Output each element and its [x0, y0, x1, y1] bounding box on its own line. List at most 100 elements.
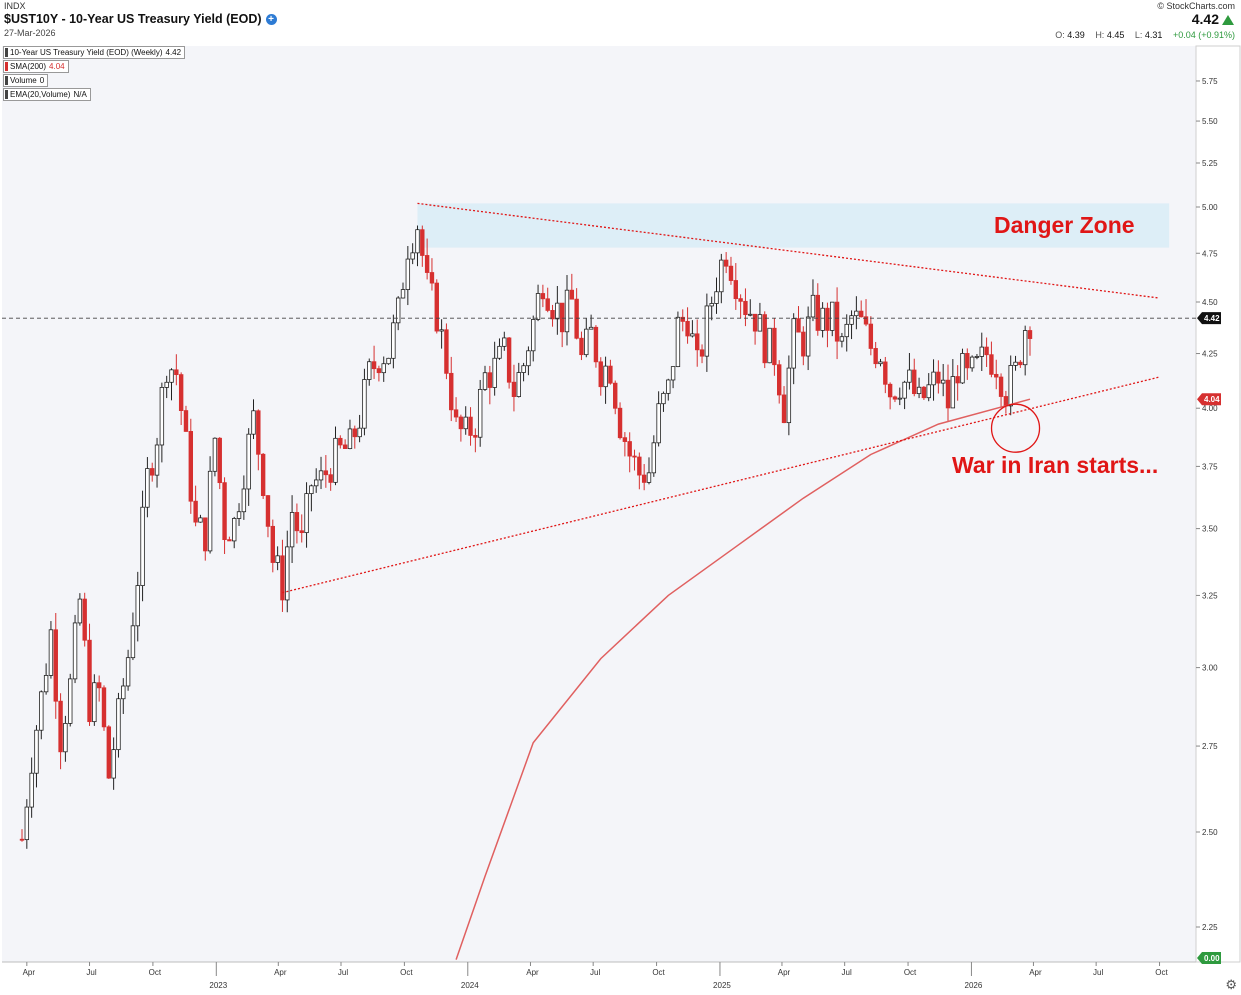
candle-body	[260, 453, 266, 496]
up-arrow-icon	[1222, 15, 1234, 25]
candle	[709, 296, 714, 321]
candle	[960, 348, 965, 384]
candle	[458, 414, 464, 442]
volume-tag: 0.00	[1197, 952, 1221, 964]
candle	[979, 332, 984, 372]
candle	[969, 355, 975, 372]
x-tick-label: Oct	[1155, 968, 1168, 977]
candle	[651, 435, 657, 477]
candle-body	[1003, 396, 1009, 407]
legend-volume[interactable]: Volume 0	[3, 74, 49, 87]
candle-body	[43, 675, 49, 693]
candle-body	[212, 437, 218, 472]
candle	[29, 757, 34, 818]
candle	[492, 341, 497, 396]
settings-gear-icon[interactable]: ⚙	[1225, 977, 1237, 992]
candle	[420, 225, 425, 267]
candle	[531, 315, 536, 362]
candle	[661, 391, 666, 412]
candle	[323, 455, 329, 488]
candle-body	[608, 365, 613, 384]
candle-body	[1027, 330, 1033, 339]
candle-body	[555, 302, 560, 320]
legend-sma-value: 4.04	[49, 62, 65, 71]
danger-zone-band	[417, 203, 1170, 248]
legend-price[interactable]: 10-Year US Treasury Yield (EOD) (Weekly)…	[3, 46, 186, 59]
candle	[535, 284, 541, 322]
add-plus-icon[interactable]: +	[265, 14, 277, 25]
candle	[728, 256, 734, 285]
candle-body	[719, 259, 724, 293]
candle-body	[477, 389, 483, 438]
candle	[1018, 360, 1023, 368]
candle	[342, 439, 348, 449]
candle	[646, 457, 652, 485]
candle	[24, 799, 30, 849]
candle-body	[270, 525, 275, 563]
candle	[564, 275, 570, 346]
symbol-title[interactable]: $UST10Y - 10-Year US Treasury Yield (EOD…	[4, 12, 277, 26]
war-annotation-label: War in Iran starts...	[952, 452, 1159, 478]
y-tick-label: 3.50	[1202, 525, 1218, 534]
candle	[680, 309, 685, 332]
candle	[550, 304, 555, 327]
candle	[767, 327, 772, 364]
candle	[733, 263, 738, 310]
candle-body	[878, 361, 883, 365]
candle-body	[598, 361, 603, 388]
candle	[854, 296, 859, 330]
legend-ema[interactable]: EMA(20,Volume) N/A	[3, 88, 91, 101]
candle-body	[656, 403, 661, 444]
candle	[883, 356, 888, 394]
x-tick-label: Apr	[526, 968, 539, 977]
candle-body	[169, 369, 174, 383]
legend-sma[interactable]: SMA(200) 4.04	[3, 60, 69, 73]
candle-body	[1008, 365, 1013, 407]
candle-body	[434, 282, 439, 332]
candle	[424, 238, 430, 280]
candle-body	[111, 749, 116, 779]
candle-body	[58, 700, 63, 753]
candle	[641, 464, 647, 491]
war-highlight-circle	[990, 403, 1041, 453]
candle-body	[695, 333, 700, 351]
candle	[318, 456, 324, 490]
candle	[260, 453, 266, 499]
candle	[174, 354, 179, 386]
candle-body	[897, 397, 902, 400]
candle-body	[950, 376, 956, 409]
candle	[159, 382, 165, 463]
y-tick-label: 2.75	[1202, 742, 1218, 751]
x-tick-label: Jul	[86, 968, 96, 977]
candle-body	[227, 539, 232, 542]
candle	[873, 341, 878, 369]
candle-body	[926, 384, 931, 399]
candle	[675, 311, 681, 368]
candle	[844, 314, 849, 352]
candle	[714, 277, 719, 314]
support-trendline	[282, 376, 1159, 594]
candle	[878, 358, 883, 367]
candle	[777, 360, 782, 404]
volume-tag-box	[1197, 952, 1221, 964]
candle-body	[188, 431, 194, 502]
candle-body	[236, 511, 242, 519]
candle-body	[251, 410, 256, 435]
candle-body	[526, 350, 531, 367]
candle	[974, 354, 980, 360]
candle-body	[728, 265, 734, 281]
candle-body	[150, 468, 155, 476]
candle	[849, 310, 854, 340]
candle	[415, 225, 420, 267]
candle-body	[502, 337, 507, 347]
candle-body	[154, 444, 160, 476]
candle-body	[309, 485, 314, 495]
candle-body	[506, 337, 512, 383]
candle-body	[96, 682, 102, 689]
candle-body	[521, 365, 526, 373]
candle	[786, 355, 792, 436]
candle	[608, 359, 613, 385]
candle	[178, 372, 184, 426]
brand-label[interactable]: © StockCharts.com	[1157, 1, 1235, 11]
